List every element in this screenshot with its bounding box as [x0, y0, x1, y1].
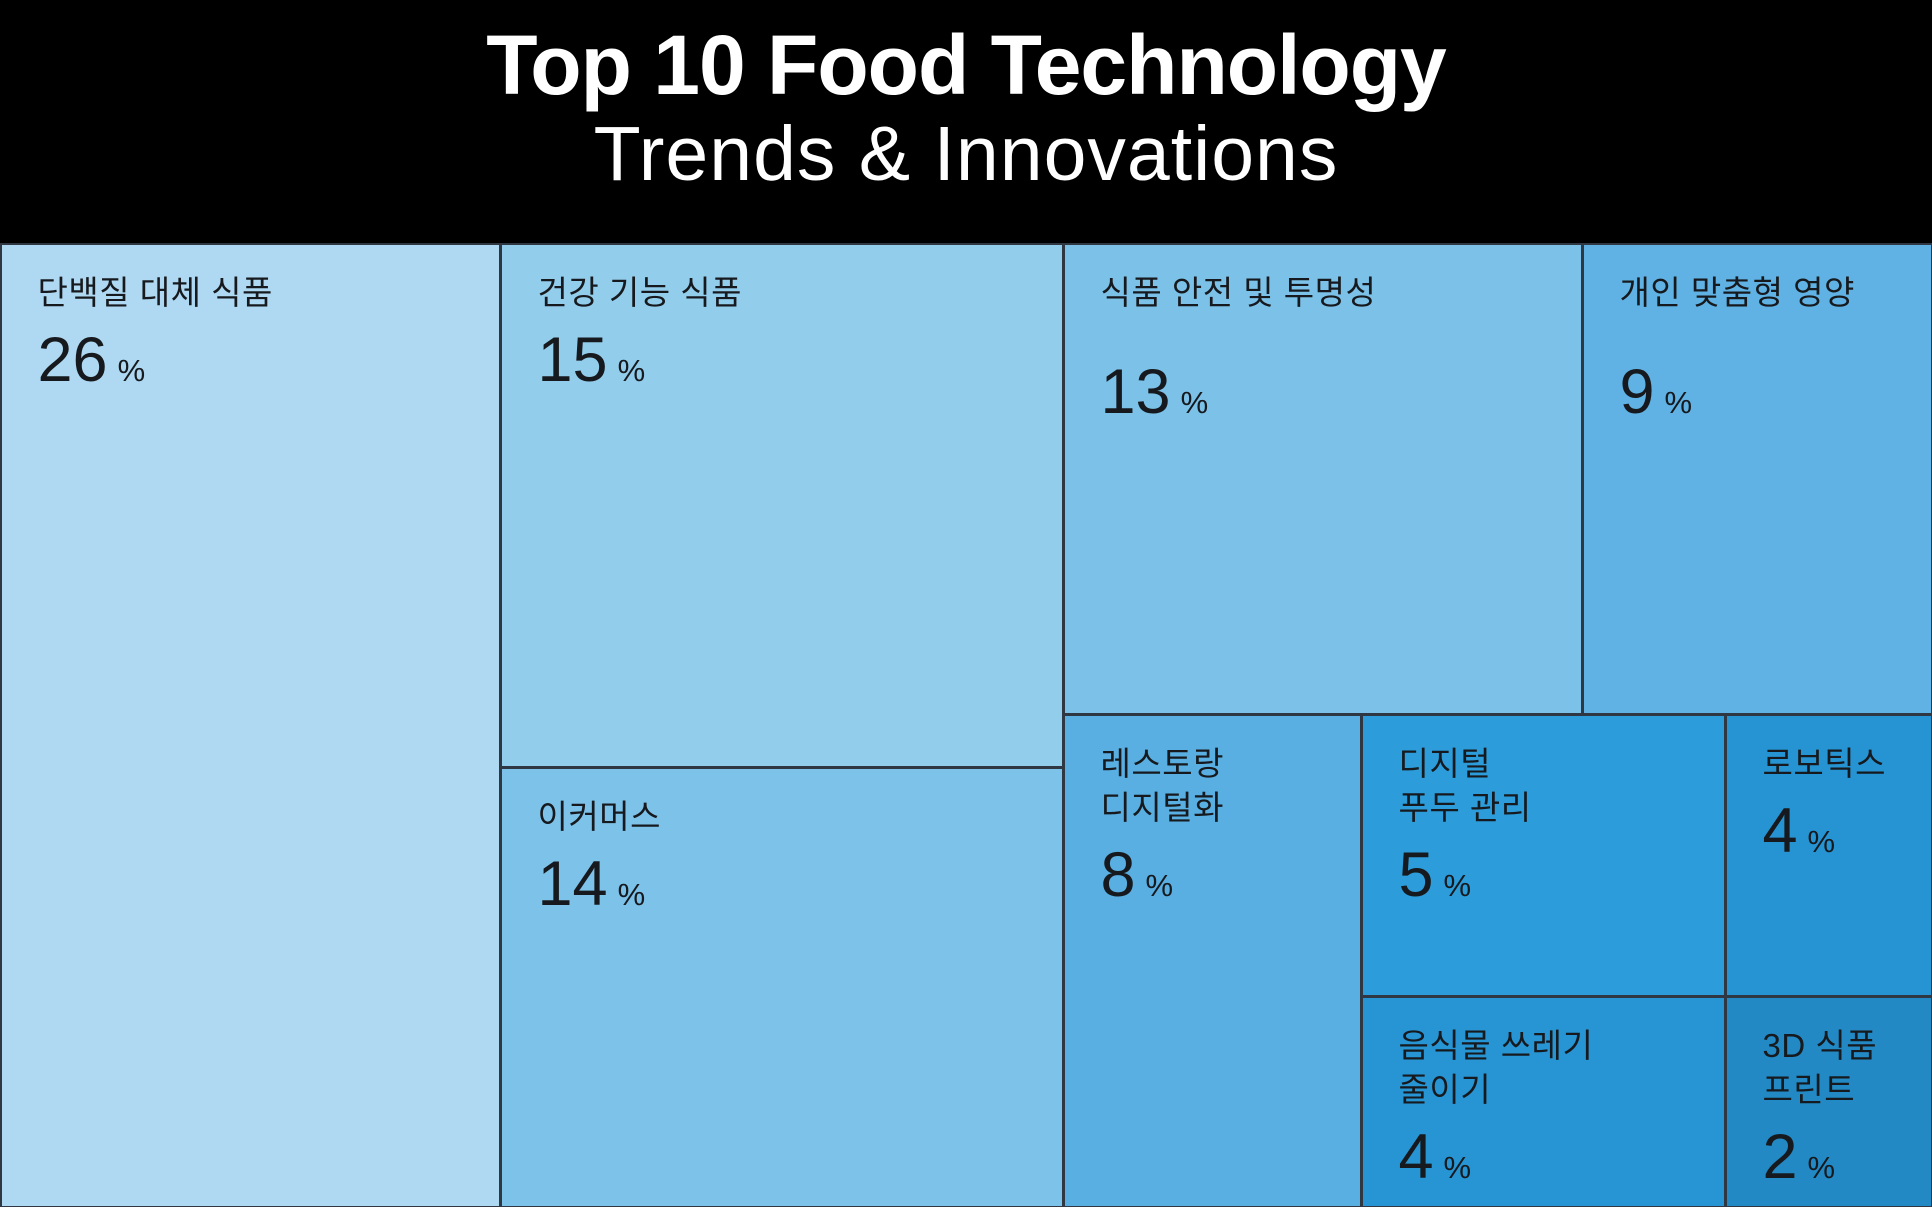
treemap-cell-percent: 9: [1619, 356, 1655, 427]
treemap-cell-percent: 14: [537, 848, 608, 919]
treemap-cell-8: 로보틱스 4%: [1726, 715, 1931, 995]
treemap-cell-percent: 5: [1398, 839, 1434, 910]
treemap-cell-9: 음식물 쓰레기 줄이기 4%: [1362, 997, 1724, 1206]
treemap-cell-percent: 4: [1762, 795, 1798, 866]
treemap-cell-5: 개인 맞춤형 영양 9%: [1583, 244, 1931, 713]
treemap-cell-value: 5%: [1399, 843, 1724, 907]
treemap-cell-percent: 8: [1100, 839, 1136, 910]
treemap-cell-6: 레스토랑 디지털화 8%: [1064, 715, 1360, 1206]
treemap-cell-value: 4%: [1399, 1125, 1724, 1189]
percent-sign: %: [617, 876, 646, 912]
percent-sign: %: [117, 352, 146, 388]
treemap-cell-value: 2%: [1763, 1125, 1931, 1189]
treemap-cell-percent: 2: [1762, 1121, 1798, 1192]
treemap-cell-percent: 13: [1100, 356, 1171, 427]
treemap-cell-value: 9%: [1620, 360, 1931, 424]
percent-sign: %: [1664, 384, 1693, 420]
treemap-cell-value: 13%: [1101, 360, 1581, 424]
treemap-cell-2: 건강 기능 식품 15%: [501, 244, 1062, 766]
treemap-cell-label: 레스토랑 디지털화: [1100, 744, 1224, 826]
percent-sign: %: [1180, 384, 1209, 420]
treemap-cell-label: 음식물 쓰레기 줄이기: [1398, 1026, 1594, 1108]
chart-header: Top 10 Food Technology Trends & Innovati…: [0, 0, 1932, 243]
treemap-cell-value: 15%: [538, 328, 1062, 392]
treemap-cell-label: 건강 기능 식품: [537, 273, 742, 311]
treemap: 단백질 대체 식품 26% 건강 기능 식품 15% 이커머스 14% 식품 안전 및 투명…: [0, 243, 1932, 1207]
treemap-cell-1: 단백질 대체 식품 26%: [1, 244, 499, 1206]
treemap-cell-value: 26%: [38, 328, 499, 392]
treemap-cell-value: 8%: [1101, 843, 1360, 907]
chart-title-line2: Trends & Innovations: [593, 111, 1339, 198]
percent-sign: %: [1807, 1149, 1836, 1185]
treemap-cell-4: 식품 안전 및 투명성 13%: [1064, 244, 1581, 713]
treemap-cell-label: 단백질 대체 식품: [37, 273, 273, 311]
percent-sign: %: [617, 352, 646, 388]
treemap-cell-3: 이커머스 14%: [501, 768, 1062, 1206]
percent-sign: %: [1443, 867, 1472, 903]
treemap-cell-label: 식품 안전 및 투명성: [1100, 273, 1377, 311]
treemap-cell-percent: 15: [537, 324, 608, 395]
treemap-cell-label: 개인 맞춤형 영양: [1619, 273, 1855, 311]
treemap-cell-7: 디지털 푸두 관리 5%: [1362, 715, 1724, 995]
treemap-cell-label: 로보틱스: [1762, 744, 1886, 782]
percent-sign: %: [1443, 1149, 1472, 1185]
treemap-cell-label: 이커머스: [537, 797, 661, 835]
percent-sign: %: [1807, 823, 1836, 859]
treemap-cell-label: 3D 식품 프린트: [1762, 1026, 1878, 1108]
treemap-cell-10: 3D 식품 프린트 2%: [1726, 997, 1931, 1206]
treemap-cell-value: 4%: [1763, 799, 1931, 863]
treemap-cell-value: 14%: [538, 852, 1062, 916]
chart-title-line1: Top 10 Food Technology: [486, 18, 1447, 112]
treemap-cell-percent: 4: [1398, 1121, 1434, 1192]
treemap-cell-label: 디지털 푸두 관리: [1398, 744, 1532, 826]
treemap-cell-percent: 26: [37, 324, 108, 395]
percent-sign: %: [1145, 867, 1174, 903]
